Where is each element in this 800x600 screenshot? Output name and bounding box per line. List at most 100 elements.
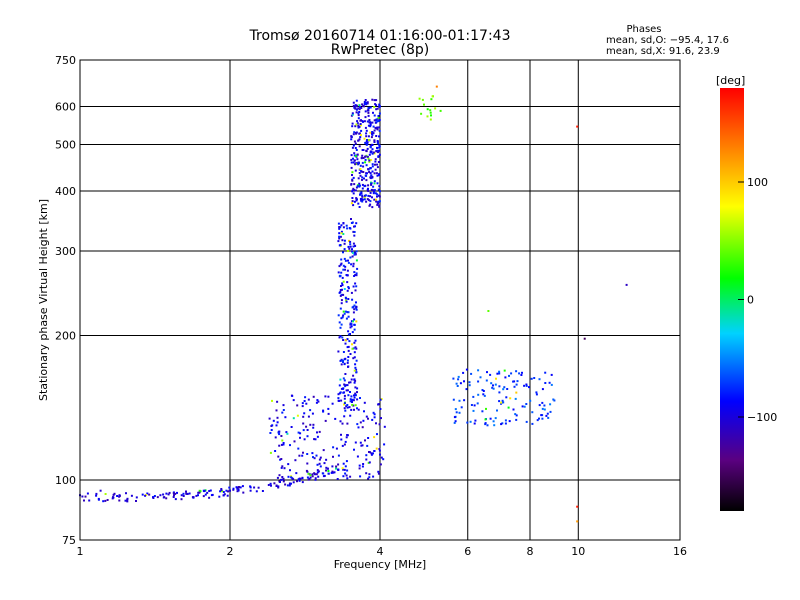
- data-point: [309, 474, 312, 477]
- data-point: [354, 289, 357, 292]
- data-point: [357, 117, 360, 120]
- data-point: [337, 463, 340, 466]
- data-point: [359, 164, 362, 167]
- data-point: [365, 458, 368, 461]
- data-point: [305, 469, 308, 472]
- data-point: [376, 107, 379, 110]
- data-point: [342, 361, 344, 363]
- data-point: [355, 371, 358, 374]
- data-point: [356, 391, 358, 394]
- data-point: [544, 382, 547, 384]
- data-point: [352, 357, 355, 360]
- data-point: [346, 404, 349, 406]
- data-point: [301, 405, 304, 408]
- data-point: [374, 168, 377, 171]
- data-point: [370, 453, 373, 456]
- data-point: [280, 443, 283, 446]
- data-point: [284, 416, 287, 419]
- data-point: [535, 393, 538, 396]
- data-point: [346, 361, 349, 364]
- data-point: [353, 448, 355, 451]
- data-point: [367, 199, 370, 202]
- data-point: [342, 387, 344, 390]
- data-point: [376, 203, 379, 206]
- data-point: [343, 394, 346, 397]
- data-point: [354, 379, 357, 382]
- data-point: [301, 454, 304, 457]
- data-point: [377, 472, 380, 475]
- data-point: [186, 493, 189, 495]
- data-point: [378, 135, 380, 138]
- data-point: [313, 457, 316, 460]
- data-point: [494, 383, 497, 386]
- data-point: [112, 493, 115, 496]
- data-point: [343, 379, 346, 382]
- data-point: [351, 306, 354, 309]
- data-point: [360, 444, 363, 447]
- data-point: [458, 399, 461, 402]
- data-point: [319, 456, 322, 459]
- data-point: [371, 176, 374, 178]
- data-point: [86, 492, 89, 495]
- y-tick-label: 500: [55, 139, 76, 152]
- data-point: [538, 417, 540, 420]
- data-point: [167, 493, 170, 496]
- data-point: [362, 463, 365, 465]
- data-point: [364, 161, 367, 164]
- data-point: [349, 333, 351, 335]
- data-point: [339, 307, 342, 310]
- data-point: [188, 492, 191, 495]
- data-point: [278, 474, 281, 477]
- data-point: [344, 339, 347, 342]
- data-point: [430, 114, 432, 117]
- data-point: [364, 439, 366, 442]
- data-point: [380, 456, 383, 459]
- data-point: [470, 372, 473, 375]
- data-point: [337, 393, 340, 396]
- data-point: [303, 412, 306, 415]
- data-point: [375, 198, 377, 201]
- data-point: [378, 185, 381, 188]
- data-point: [349, 398, 352, 401]
- data-point: [275, 484, 278, 487]
- data-point: [202, 495, 205, 498]
- data-point: [363, 198, 366, 201]
- data-point: [379, 463, 382, 466]
- data-point: [342, 264, 345, 267]
- data-point: [347, 298, 350, 300]
- data-point: [352, 404, 355, 407]
- data-point: [372, 111, 374, 114]
- data-point: [332, 446, 335, 449]
- data-point: [359, 123, 362, 125]
- data-point: [342, 310, 345, 313]
- data-point: [278, 444, 281, 447]
- data-point: [339, 235, 342, 238]
- data-point: [338, 321, 341, 324]
- data-point: [367, 124, 370, 127]
- data-point: [355, 308, 358, 311]
- data-point: [335, 467, 337, 470]
- data-point: [337, 314, 340, 317]
- data-point: [518, 372, 521, 375]
- data-point: [316, 431, 318, 434]
- data-point: [341, 444, 344, 447]
- data-point: [135, 496, 138, 499]
- data-point: [298, 454, 301, 457]
- data-point: [202, 489, 205, 492]
- data-point: [354, 404, 357, 407]
- data-point: [141, 493, 144, 496]
- data-point: [360, 107, 363, 109]
- data-point: [307, 415, 310, 418]
- data-point: [455, 411, 458, 414]
- data-point: [343, 383, 346, 386]
- data-point: [358, 108, 361, 111]
- data-point: [379, 453, 381, 456]
- data-point: [341, 467, 344, 470]
- data-point: [353, 356, 356, 359]
- data-point: [312, 395, 315, 398]
- data-point: [361, 187, 364, 190]
- data-point: [276, 416, 279, 419]
- data-point: [360, 170, 363, 173]
- data-point: [500, 401, 503, 404]
- data-point: [269, 451, 272, 454]
